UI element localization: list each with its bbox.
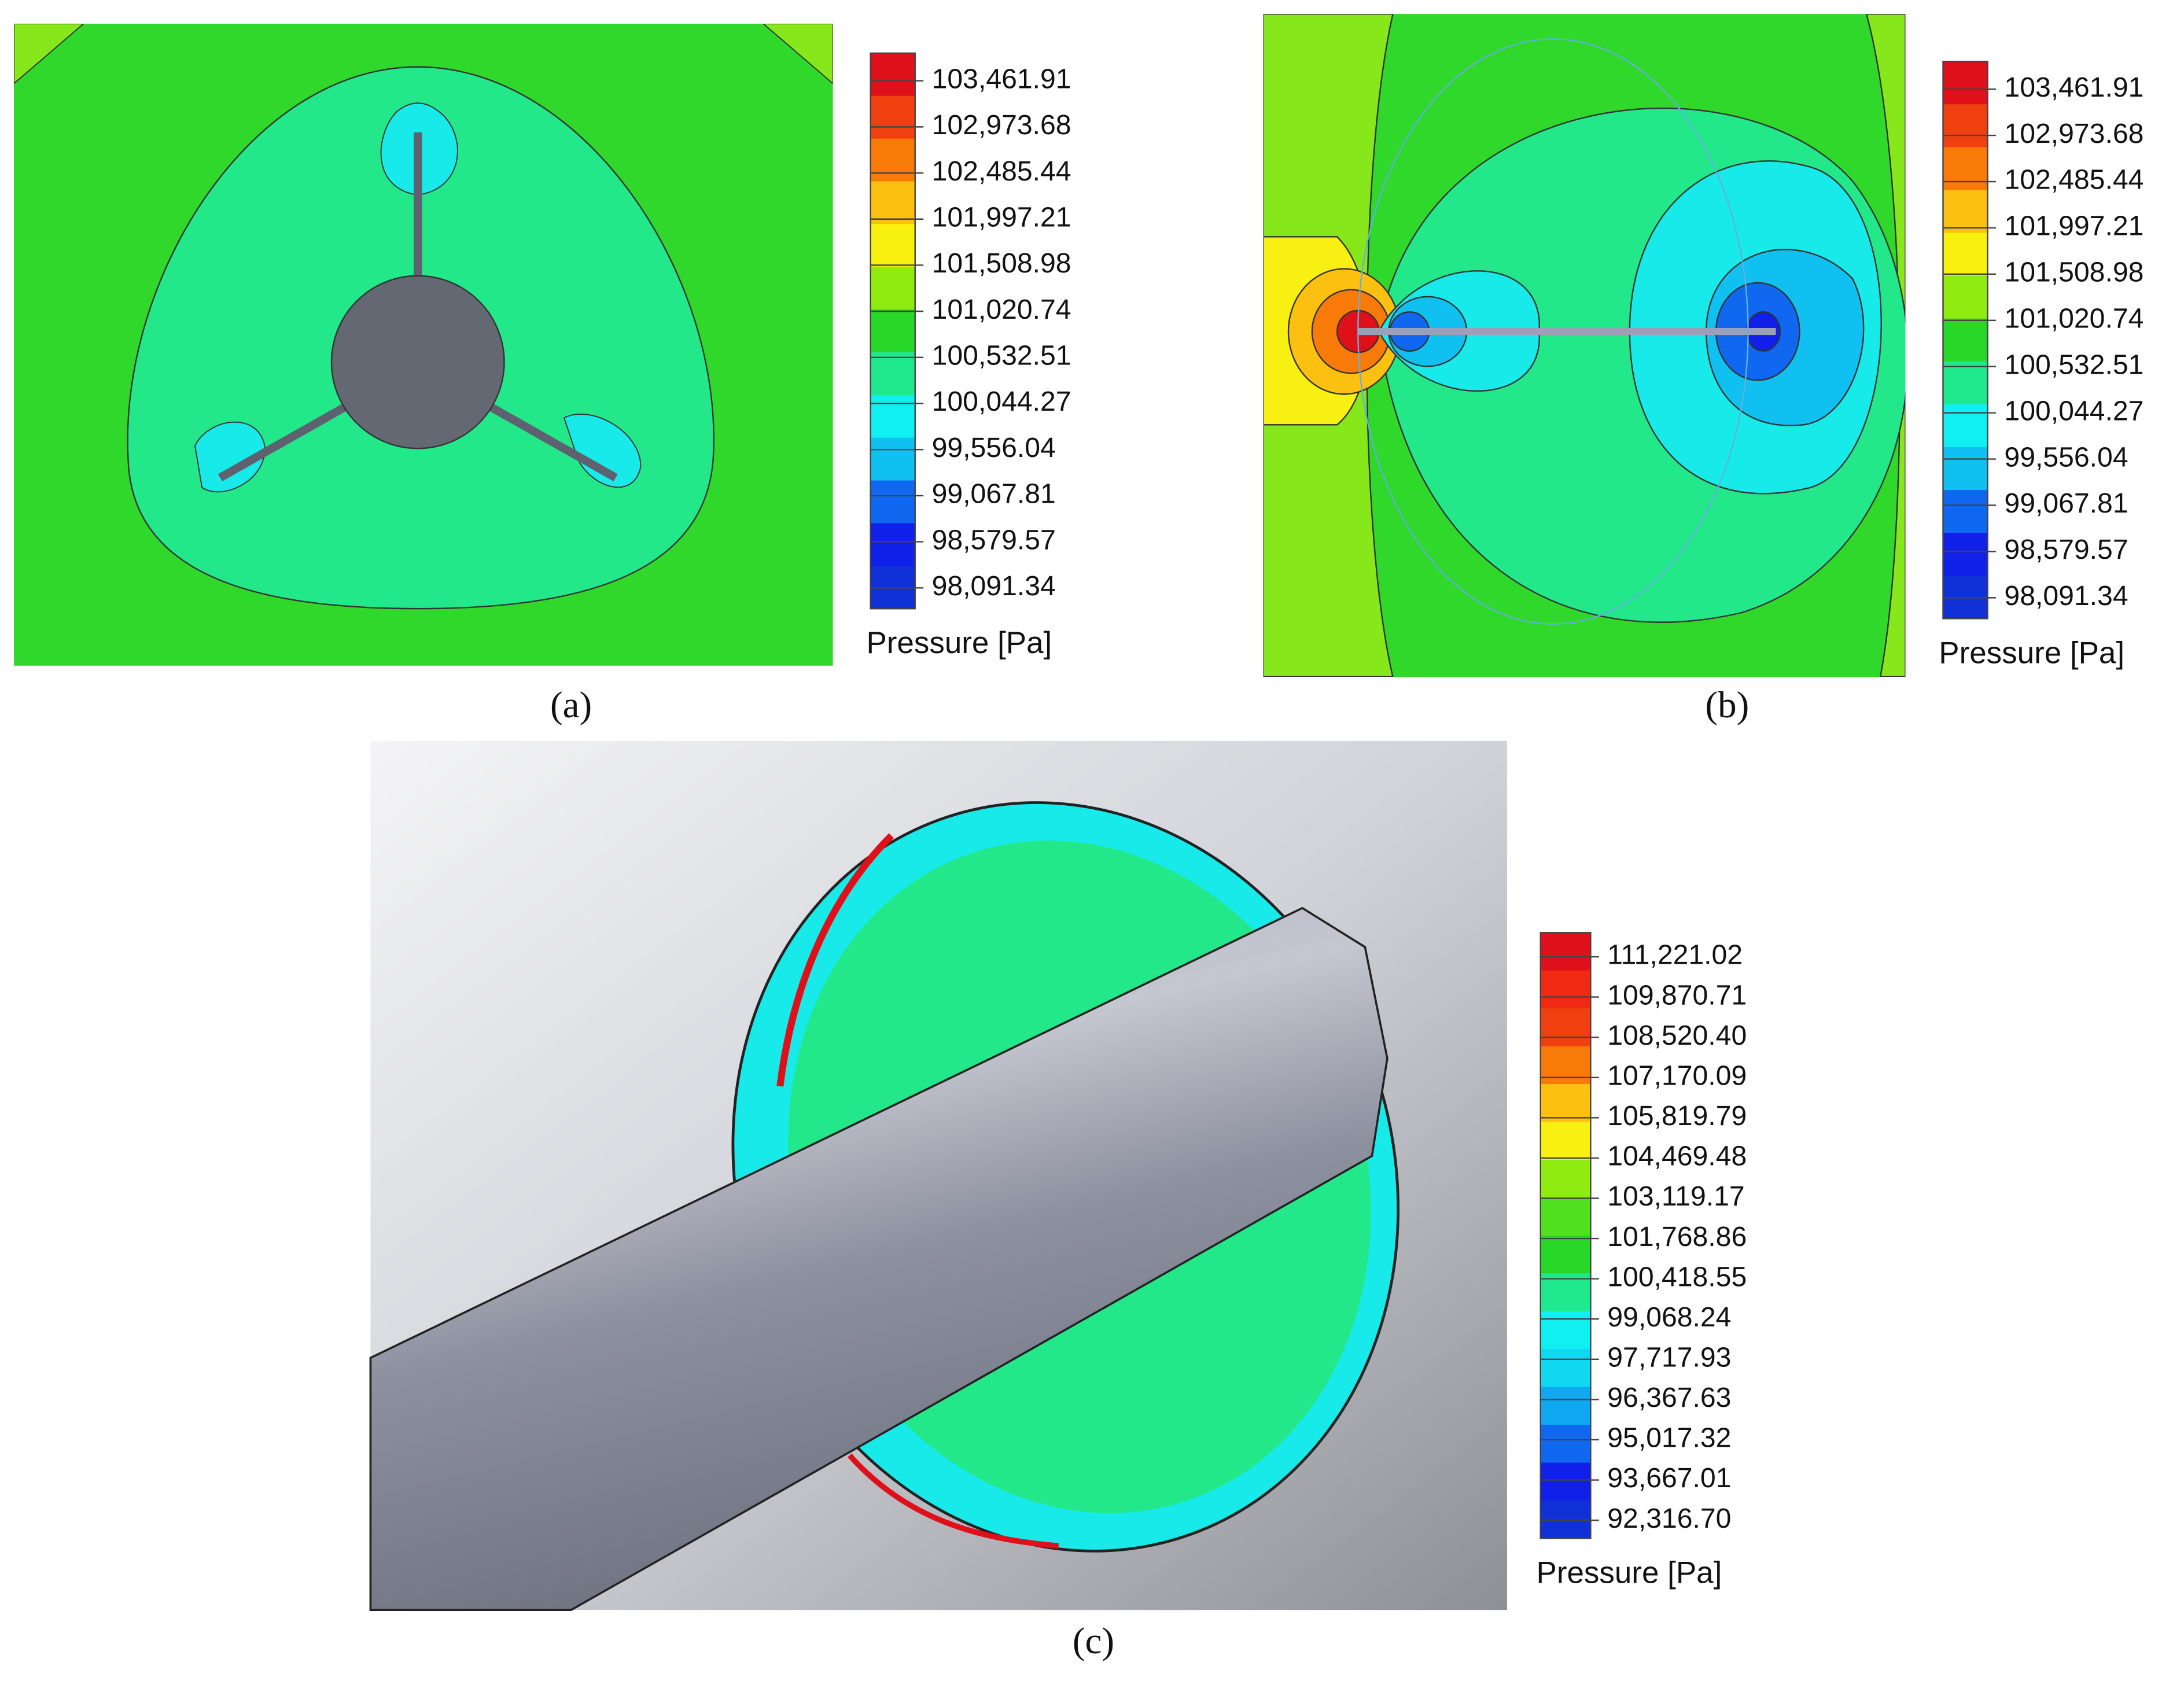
legend-label: 108,520.40 bbox=[1607, 1020, 1747, 1051]
legend-title: Pressure [Pa] bbox=[1537, 1555, 1722, 1590]
panel-b-plot bbox=[1263, 14, 1906, 677]
legend-label: 98,579.57 bbox=[2004, 534, 2128, 565]
caption: (b) bbox=[1705, 684, 1749, 726]
legend-label: 93,667.01 bbox=[1607, 1462, 1731, 1494]
color-band bbox=[870, 352, 915, 396]
legend-label: 99,556.04 bbox=[2004, 441, 2128, 473]
panel-a-plot bbox=[14, 23, 833, 666]
legend-label: 101,997.21 bbox=[2004, 211, 2144, 242]
color-band bbox=[870, 480, 915, 524]
color-band bbox=[1943, 147, 1988, 191]
legend-label: 109,870.71 bbox=[1607, 979, 1747, 1011]
legend-label: 98,091.34 bbox=[2004, 580, 2128, 611]
legend-label: 104,469.48 bbox=[1607, 1141, 1747, 1172]
legend: 103,461.91 102,973.68 102,485.44 101,997.21… bbox=[866, 52, 1071, 660]
color-band bbox=[1540, 1273, 1591, 1312]
legend-label: 101,997.21 bbox=[932, 201, 1071, 233]
color-band bbox=[1540, 1425, 1591, 1463]
color-band bbox=[1540, 1235, 1591, 1274]
legend-title: Pressure [Pa] bbox=[866, 626, 1052, 660]
color-band bbox=[870, 523, 915, 567]
color-band bbox=[1943, 233, 1988, 277]
color-band bbox=[1943, 490, 1988, 534]
color-band bbox=[1540, 1197, 1591, 1237]
legend-label: 100,044.27 bbox=[932, 386, 1071, 417]
legend-label: 101,508.98 bbox=[932, 248, 1071, 279]
legend-label: 102,485.44 bbox=[932, 156, 1071, 187]
color-band bbox=[1943, 275, 1988, 319]
legend-label: 101,020.74 bbox=[2004, 303, 2144, 334]
color-band bbox=[1943, 318, 1988, 363]
legend-label: 101,508.98 bbox=[2004, 257, 2144, 288]
legend-label: 101,020.74 bbox=[932, 294, 1071, 325]
caption: (a) bbox=[550, 684, 592, 726]
colorbar-frame bbox=[870, 52, 916, 610]
legend-label: 103,461.91 bbox=[932, 63, 1071, 94]
legend-label: 100,532.51 bbox=[2004, 349, 2144, 380]
color-band bbox=[1540, 1122, 1591, 1161]
color-band bbox=[1943, 61, 1988, 105]
panel-c-plot bbox=[369, 740, 1507, 1611]
color-band bbox=[870, 395, 915, 438]
color-band bbox=[870, 181, 915, 225]
caption: (c) bbox=[1073, 1620, 1114, 1662]
color-band bbox=[1540, 970, 1591, 1009]
legend-label: 95,017.32 bbox=[1607, 1422, 1731, 1454]
color-band bbox=[1540, 1349, 1591, 1388]
legend-label: 102,973.68 bbox=[932, 109, 1071, 141]
legend-label: 101,768.86 bbox=[1607, 1221, 1747, 1252]
color-band bbox=[1540, 1159, 1591, 1199]
legend-label: 99,067.81 bbox=[932, 478, 1056, 510]
legend-label: 99,068.24 bbox=[1607, 1302, 1731, 1333]
legend-label: 100,418.55 bbox=[1607, 1261, 1747, 1292]
legend-title: Pressure [Pa] bbox=[1939, 636, 2124, 670]
color-band bbox=[1540, 1311, 1591, 1350]
color-band bbox=[870, 437, 915, 481]
color-band bbox=[870, 224, 915, 268]
legend-label: 99,556.04 bbox=[932, 432, 1056, 463]
legend: 111,221.02 109,870.71 108,520.40 107,170.09… bbox=[1537, 932, 1747, 1590]
legend-label: 100,532.51 bbox=[932, 340, 1071, 371]
color-band bbox=[1943, 104, 1988, 148]
color-band bbox=[1943, 190, 1988, 234]
legend-label: 107,170.09 bbox=[1607, 1060, 1747, 1091]
legend-label: 99,067.81 bbox=[2004, 488, 2128, 519]
legend-label: 103,461.91 bbox=[2004, 72, 2144, 103]
color-band bbox=[1540, 1084, 1591, 1123]
legend-label: 102,973.68 bbox=[2004, 118, 2144, 149]
color-band bbox=[1540, 932, 1591, 971]
color-band bbox=[870, 267, 915, 311]
color-band bbox=[870, 309, 915, 353]
legend-label: 102,485.44 bbox=[2004, 164, 2144, 196]
color-band bbox=[1943, 447, 1988, 491]
legend-label: 103,119.17 bbox=[1607, 1181, 1744, 1212]
color-band bbox=[1943, 361, 1988, 405]
legend-label: 111,221.02 bbox=[1607, 939, 1743, 971]
legend-label: 98,579.57 bbox=[932, 524, 1056, 555]
legend-label: 97,717.93 bbox=[1607, 1342, 1731, 1373]
colorbar-frame bbox=[1540, 932, 1592, 1539]
legend: 103,461.91 102,973.68 102,485.44 101,997.21… bbox=[1939, 60, 2144, 670]
color-band bbox=[1540, 1387, 1591, 1426]
color-band bbox=[1943, 404, 1988, 448]
color-band bbox=[870, 53, 915, 97]
color-band bbox=[1540, 1046, 1591, 1085]
legend-label: 100,044.27 bbox=[2004, 395, 2144, 426]
color-band bbox=[1540, 1462, 1591, 1502]
legend-label: 92,316.70 bbox=[1607, 1503, 1731, 1534]
legend-label: 105,819.79 bbox=[1607, 1100, 1747, 1131]
color-band bbox=[1540, 1008, 1591, 1047]
color-band bbox=[870, 95, 915, 139]
colorbar-frame bbox=[1942, 60, 1988, 620]
legend-label: 96,367.63 bbox=[1607, 1382, 1731, 1413]
legend-label: 98,091.34 bbox=[932, 570, 1056, 602]
color-band bbox=[1943, 533, 1988, 577]
color-band bbox=[870, 138, 915, 182]
